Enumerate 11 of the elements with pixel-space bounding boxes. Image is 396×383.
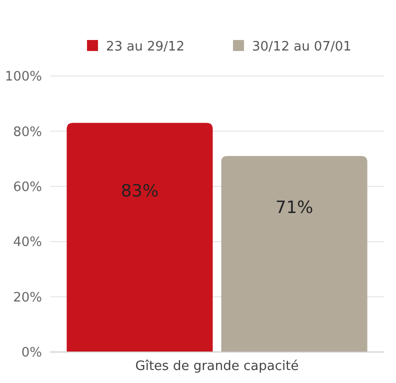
y-tick-label: 0% bbox=[21, 346, 42, 361]
y-tick-label: 60% bbox=[13, 180, 42, 195]
data-label: 71% bbox=[275, 198, 314, 218]
y-tick-label: 20% bbox=[13, 290, 42, 306]
y-tick-label: 40% bbox=[13, 235, 42, 250]
legend-label: 30/12 au 07/01 bbox=[252, 40, 352, 55]
legend-label: 23 au 29/12 bbox=[106, 40, 184, 55]
x-tick-label: Gîtes de grande capacité bbox=[135, 359, 299, 374]
y-tick-label: 80% bbox=[13, 124, 42, 140]
y-tick-label: 100% bbox=[4, 70, 42, 85]
data-label: 83% bbox=[120, 181, 159, 202]
